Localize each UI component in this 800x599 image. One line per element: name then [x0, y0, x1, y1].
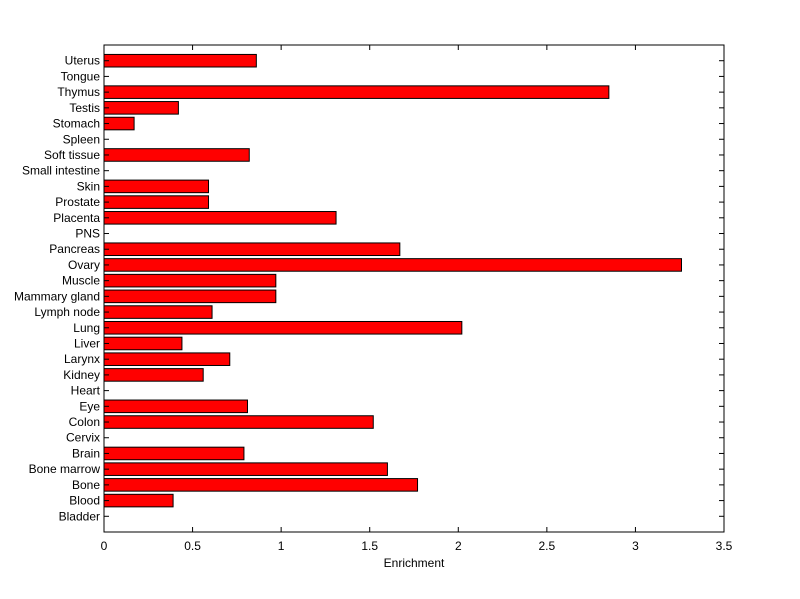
- y-tick-label: Stomach: [53, 117, 100, 131]
- y-tick-label: Bone: [72, 478, 100, 492]
- plot-frame: [103, 44, 725, 533]
- bar: [103, 478, 419, 492]
- y-tick-label: Prostate: [55, 195, 100, 209]
- y-tick-label: Muscle: [62, 274, 100, 288]
- y-tick-label: Bladder: [59, 509, 100, 523]
- y-tick-label: Tongue: [61, 69, 101, 83]
- y-tick-label: Pancreas: [49, 242, 100, 256]
- bar: [103, 446, 245, 461]
- y-tick-label: Heart: [71, 384, 101, 398]
- y-tick-label: Blood: [69, 494, 100, 508]
- y-tick-label: Lung: [73, 321, 100, 335]
- x-tick-label: 2.5: [539, 539, 556, 553]
- bar: [103, 336, 183, 351]
- x-tick-label: 0: [101, 539, 108, 553]
- bar: [103, 53, 257, 68]
- bar: [103, 148, 250, 162]
- y-tick-label: Small intestine: [22, 164, 100, 178]
- bar: [103, 415, 374, 429]
- y-tick-label: Uterus: [65, 54, 100, 68]
- bar: [103, 242, 401, 257]
- y-tick-label: Ovary: [68, 258, 100, 272]
- bar: [103, 195, 210, 209]
- bar: [103, 289, 277, 304]
- y-tick-label: Skin: [77, 179, 100, 193]
- y-tick-label: Thymus: [57, 85, 100, 99]
- bar: [103, 211, 337, 225]
- bar: [103, 352, 231, 366]
- y-tick-label: Lymph node: [34, 305, 100, 319]
- bar: [103, 85, 610, 99]
- y-tick-label: Cervix: [66, 431, 100, 445]
- bar: [103, 258, 682, 272]
- y-tick-label: PNS: [75, 227, 100, 241]
- bar: [103, 101, 179, 115]
- y-tick-label: Soft tissue: [44, 148, 100, 162]
- bar: [103, 320, 463, 335]
- bar: [103, 179, 210, 194]
- x-tick-label: 1: [278, 539, 285, 553]
- bar: [103, 273, 277, 288]
- y-tick-label: Eye: [79, 399, 100, 413]
- y-tick-label: Brain: [72, 446, 100, 460]
- bar: [103, 462, 388, 476]
- x-tick-label: 1.5: [361, 539, 378, 553]
- y-tick-label: Liver: [74, 336, 100, 350]
- y-tick-label: Testis: [69, 101, 100, 115]
- y-tick-label: Larynx: [64, 352, 100, 366]
- y-tick-label: Colon: [69, 415, 100, 429]
- bar: [103, 305, 213, 319]
- y-tick-label: Mammary gland: [14, 289, 100, 303]
- x-axis-ticks: 0 0.5 1 1.5 2 2.5 3 3.5: [101, 45, 733, 553]
- y-tick-label: Kidney: [63, 368, 100, 382]
- x-tick-label: 3.5: [716, 539, 733, 553]
- x-axis-label: Enrichment: [384, 556, 445, 570]
- bar: [103, 493, 174, 508]
- y-tick-label: Bone marrow: [29, 462, 101, 476]
- y-tick-label: Placenta: [53, 211, 100, 225]
- bar: [103, 368, 204, 382]
- x-tick-label: 3: [632, 539, 639, 553]
- x-tick-label: 0.5: [184, 539, 201, 553]
- bar: [103, 399, 248, 414]
- y-tick-label: Spleen: [63, 132, 100, 146]
- x-tick-label: 2: [455, 539, 462, 553]
